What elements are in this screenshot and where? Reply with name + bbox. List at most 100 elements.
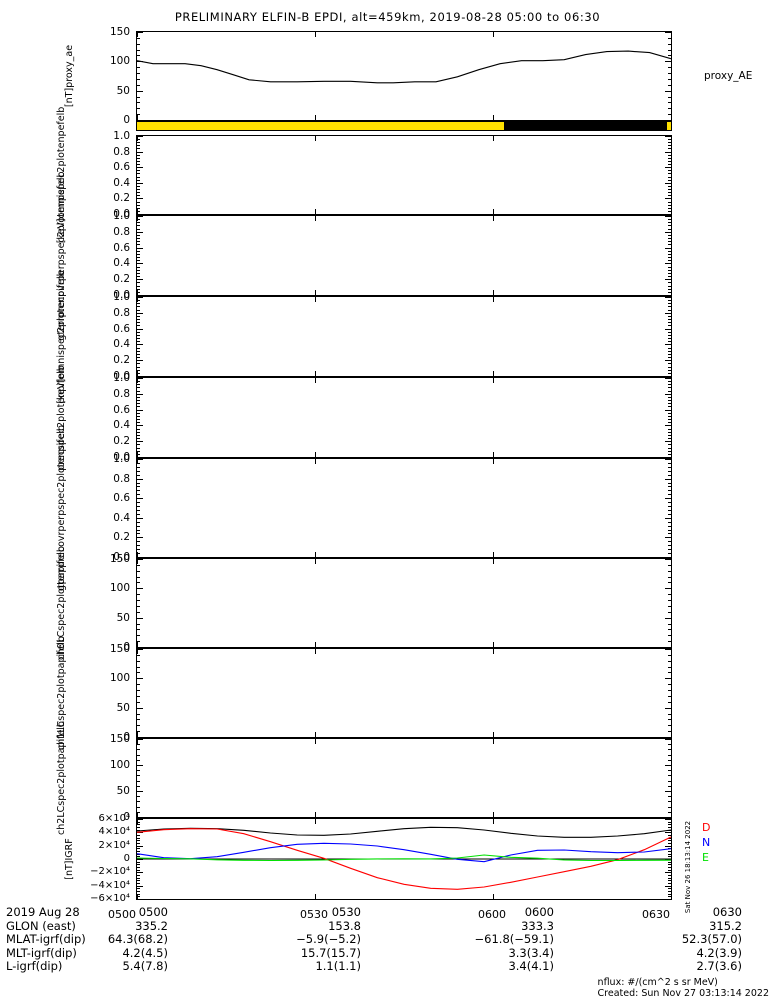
y-tick-minor [668,482,672,484]
yellow-segment [137,122,504,130]
y-tick-label: 1.0 [113,130,130,142]
y-tick-minor [668,431,672,433]
y-tick-label-group-elb-pef-en-omni: 1.0 0.8 0.6 0.4 0.2 0.0 [34,131,130,220]
y-tick-major [136,459,143,460]
igrf-legend-N: N [702,836,711,849]
y-tick-minor [136,381,140,383]
y-tick-minor [136,486,140,488]
y-tick-minor [668,856,672,858]
y-tick-major [665,557,672,558]
y-axis-label-line: elb [56,364,67,380]
y-axis-label-line: elb [56,636,67,651]
x-tick-top [671,558,672,564]
x-tick-top [493,215,495,221]
y-tick-minor [136,470,140,472]
y-tick-minor [136,43,140,45]
y-tick-label: 0.8 [113,387,130,400]
y-tick-minor [668,363,672,365]
y-tick-minor [668,387,672,389]
y-tick-minor [668,837,672,839]
y-tick-minor [668,282,672,284]
y-tick-minor [668,867,672,868]
y-axis-label-line: pif [56,439,67,452]
y-tick-major [665,409,672,411]
y-tick-minor [136,55,140,57]
x-tick-bottom [314,290,316,296]
y-tick-minor [136,253,140,255]
y-tick-minor [136,157,140,159]
x-tick-top [493,135,495,141]
y-axis-label-line: pif [56,735,67,748]
panel-elb-pif-en-omni [136,296,672,377]
y-tick-minor [136,222,140,224]
y-tick-minor [668,521,672,523]
y-tick-minor [668,725,672,727]
y-tick-major [136,649,143,650]
x-tick-bottom [671,115,672,121]
y-tick-minor [668,564,672,566]
y-tick-label: 150 [109,733,130,745]
y-tick-major [665,216,672,217]
y-tick-minor [668,541,672,543]
x-tick-top [314,558,316,564]
y-tick-major [136,791,143,792]
y-tick-minor [668,396,672,398]
y-tick-minor [136,861,140,863]
y-tick-minor [668,835,672,836]
y-tick-label: 4×10⁴ [98,826,130,838]
y-tick-minor [668,102,672,104]
y-tick-minor [136,145,140,147]
y-tick-minor [668,366,672,368]
y-tick-minor [668,357,672,359]
y-tick-minor [136,325,140,327]
y-tick-minor [136,306,140,308]
y-tick-major [665,617,672,619]
y-tick-minor [668,749,672,751]
y-tick-major [665,817,672,818]
y-tick-major [665,537,672,539]
y-tick-minor [668,78,672,80]
y-tick-major [136,647,143,648]
y-tick-major [136,737,143,738]
y-tick-minor [668,306,672,308]
y-tick-major [665,457,672,458]
y-tick-label: 100 [109,55,130,68]
y-tick-minor [136,282,140,284]
y-tick-major [665,832,672,834]
trace-proxy_AE [137,50,671,84]
footer-units: nflux: #/(cm^2 s sr MeV) [597,977,718,988]
y-tick-minor [136,142,140,144]
y-tick-minor [136,257,140,259]
y-tick-minor [668,869,672,871]
y-tick-minor [136,474,140,476]
y-tick-major [665,376,672,377]
y-tick-minor [136,422,140,424]
y-tick-major [136,588,143,590]
y-tick-minor [668,334,672,336]
y-tick-minor [136,775,140,777]
y-tick-major [665,214,672,215]
y-tick-minor [136,867,140,868]
bottom-table-label: MLAT-igrf(dip) [6,932,86,947]
x-tick-top [137,558,138,564]
y-tick-minor [668,666,672,668]
y-tick-major [665,819,672,820]
y-tick-minor [136,444,140,446]
y-tick-major [665,739,672,740]
y-tick-label: 150 [109,553,130,565]
y-tick-minor [136,731,140,733]
y-tick-minor [668,450,672,452]
y-tick-minor [668,400,672,402]
y-tick-minor [668,490,672,492]
y-tick-minor [136,369,140,371]
y-tick-minor [136,801,140,803]
x-tick-bottom [314,812,316,818]
y-tick-minor [668,629,672,631]
y-tick-label: 0.6 [113,241,130,254]
y-tick-label-group-elb-pif-en-prec: 1.0 0.8 0.6 0.4 0.2 0.0 [34,373,130,463]
y-tick-minor [136,438,140,440]
x-tick-top [671,135,672,141]
y-axis-label-line: elb [56,721,67,736]
y-tick-minor [668,372,672,374]
y-tick-minor [668,684,672,686]
